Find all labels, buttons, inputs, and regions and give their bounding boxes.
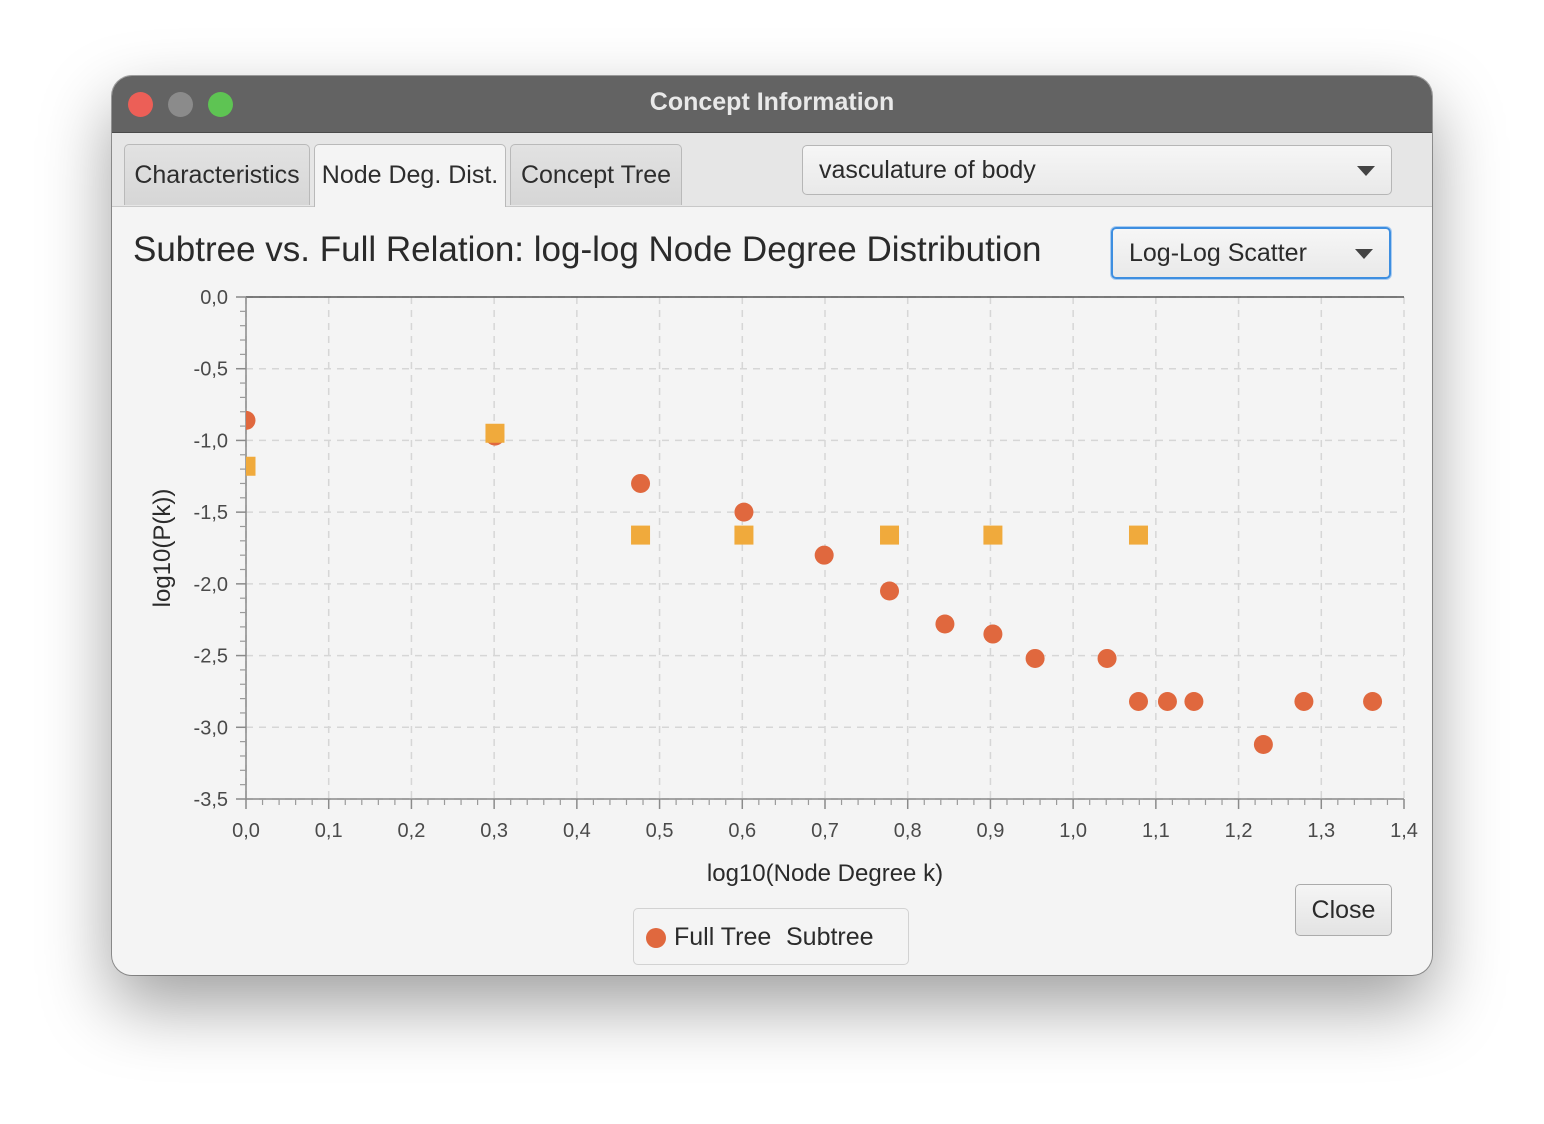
x-tick-label: 0,0 [232,820,260,842]
chart-type-select-value: Log-Log Scatter [1129,239,1307,267]
full-tree-point [1363,691,1383,711]
subtree-point [485,423,505,443]
subtree-point [983,525,1003,545]
x-tick-label: 0,8 [894,820,922,842]
tab-node-degree-distribution[interactable]: Node Deg. Dist. [314,144,506,207]
subtree-point [1128,525,1148,545]
chevron-down-icon [1355,249,1373,259]
tab-characteristics[interactable]: Characteristics [124,144,310,205]
legend-full-tree: Full Tree [674,923,772,951]
concept-information-window: Concept Information Characteristics Node… [112,76,1432,975]
y-tick-label: 0,0 [200,287,228,309]
full-tree-point [1128,691,1148,711]
x-tick-label: 1,4 [1390,820,1418,842]
full-tree-point [734,502,754,522]
full-tree-point [983,624,1003,644]
full-tree-point [246,410,256,430]
x-tick-label: 0,6 [728,820,756,842]
title-bar: Concept Information [112,76,1432,133]
full-tree-point [1184,691,1204,711]
x-tick-label: 0,2 [398,820,426,842]
full-tree-point [1253,734,1273,754]
x-tick-label: 0,5 [646,820,674,842]
chart-title: Subtree vs. Full Relation: log-log Node … [133,230,1042,269]
x-tick-label: 1,1 [1142,820,1170,842]
x-axis-label: log10(Node Degree k) [707,860,943,887]
full-tree-point [1025,648,1045,668]
x-tick-label: 0,3 [480,820,508,842]
full-tree-point [814,545,834,565]
full-tree-point [880,581,900,601]
x-tick-label: 0,7 [811,820,839,842]
x-tick-label: 0,4 [563,820,591,842]
x-tick-label: 1,3 [1307,820,1335,842]
full-tree-point [1157,691,1177,711]
window-close-button[interactable] [128,92,153,117]
x-tick-label: 1,0 [1059,820,1087,842]
legend-subtree: Subtree [786,923,874,951]
scatter-chart: 0,0 0,1 0,2 0,3 0,4 0,5 0,6 0,7 0,8 0,9 1,0 1,1 1,2 1… [149,287,1418,887]
x-tick-label: 0,1 [315,820,343,842]
subtree-point [631,525,651,545]
full-tree-point [631,473,651,493]
subtree-point [880,525,900,545]
y-tick-label: -3,5 [194,789,228,811]
y-axis-label: log10(P(k)) [149,489,176,608]
concept-select[interactable]: vasculature of body [802,145,1392,195]
concept-select-value: vasculature of body [819,156,1036,184]
tab-concept-tree[interactable]: Concept Tree [510,144,682,205]
full-tree-point [1097,648,1117,668]
y-tick-label: -2,5 [194,646,228,668]
y-tick-label: -1,0 [194,430,228,452]
close-button[interactable]: Close [1295,884,1392,936]
full-tree-point [1294,691,1314,711]
chevron-down-icon [1357,166,1375,176]
y-tick-label: -3,0 [194,717,228,739]
x-tick-label: 1,2 [1225,820,1253,842]
subtree-point [246,456,256,476]
chart-legend: Full Tree Subtree [633,908,909,965]
y-tick-label: -2,0 [194,574,228,596]
window-maximize-button[interactable] [208,92,233,117]
chart-type-select[interactable]: Log-Log Scatter [1111,227,1391,279]
window-minimize-button[interactable] [168,92,193,117]
full-tree-point [935,614,955,634]
y-tick-label: -1,5 [194,502,228,524]
subtree-point [734,525,754,545]
full-tree-legend-marker [646,928,666,948]
window-title: Concept Information [649,88,895,116]
x-tick-label: 0,9 [977,820,1005,842]
y-tick-label: -0,5 [194,359,228,381]
